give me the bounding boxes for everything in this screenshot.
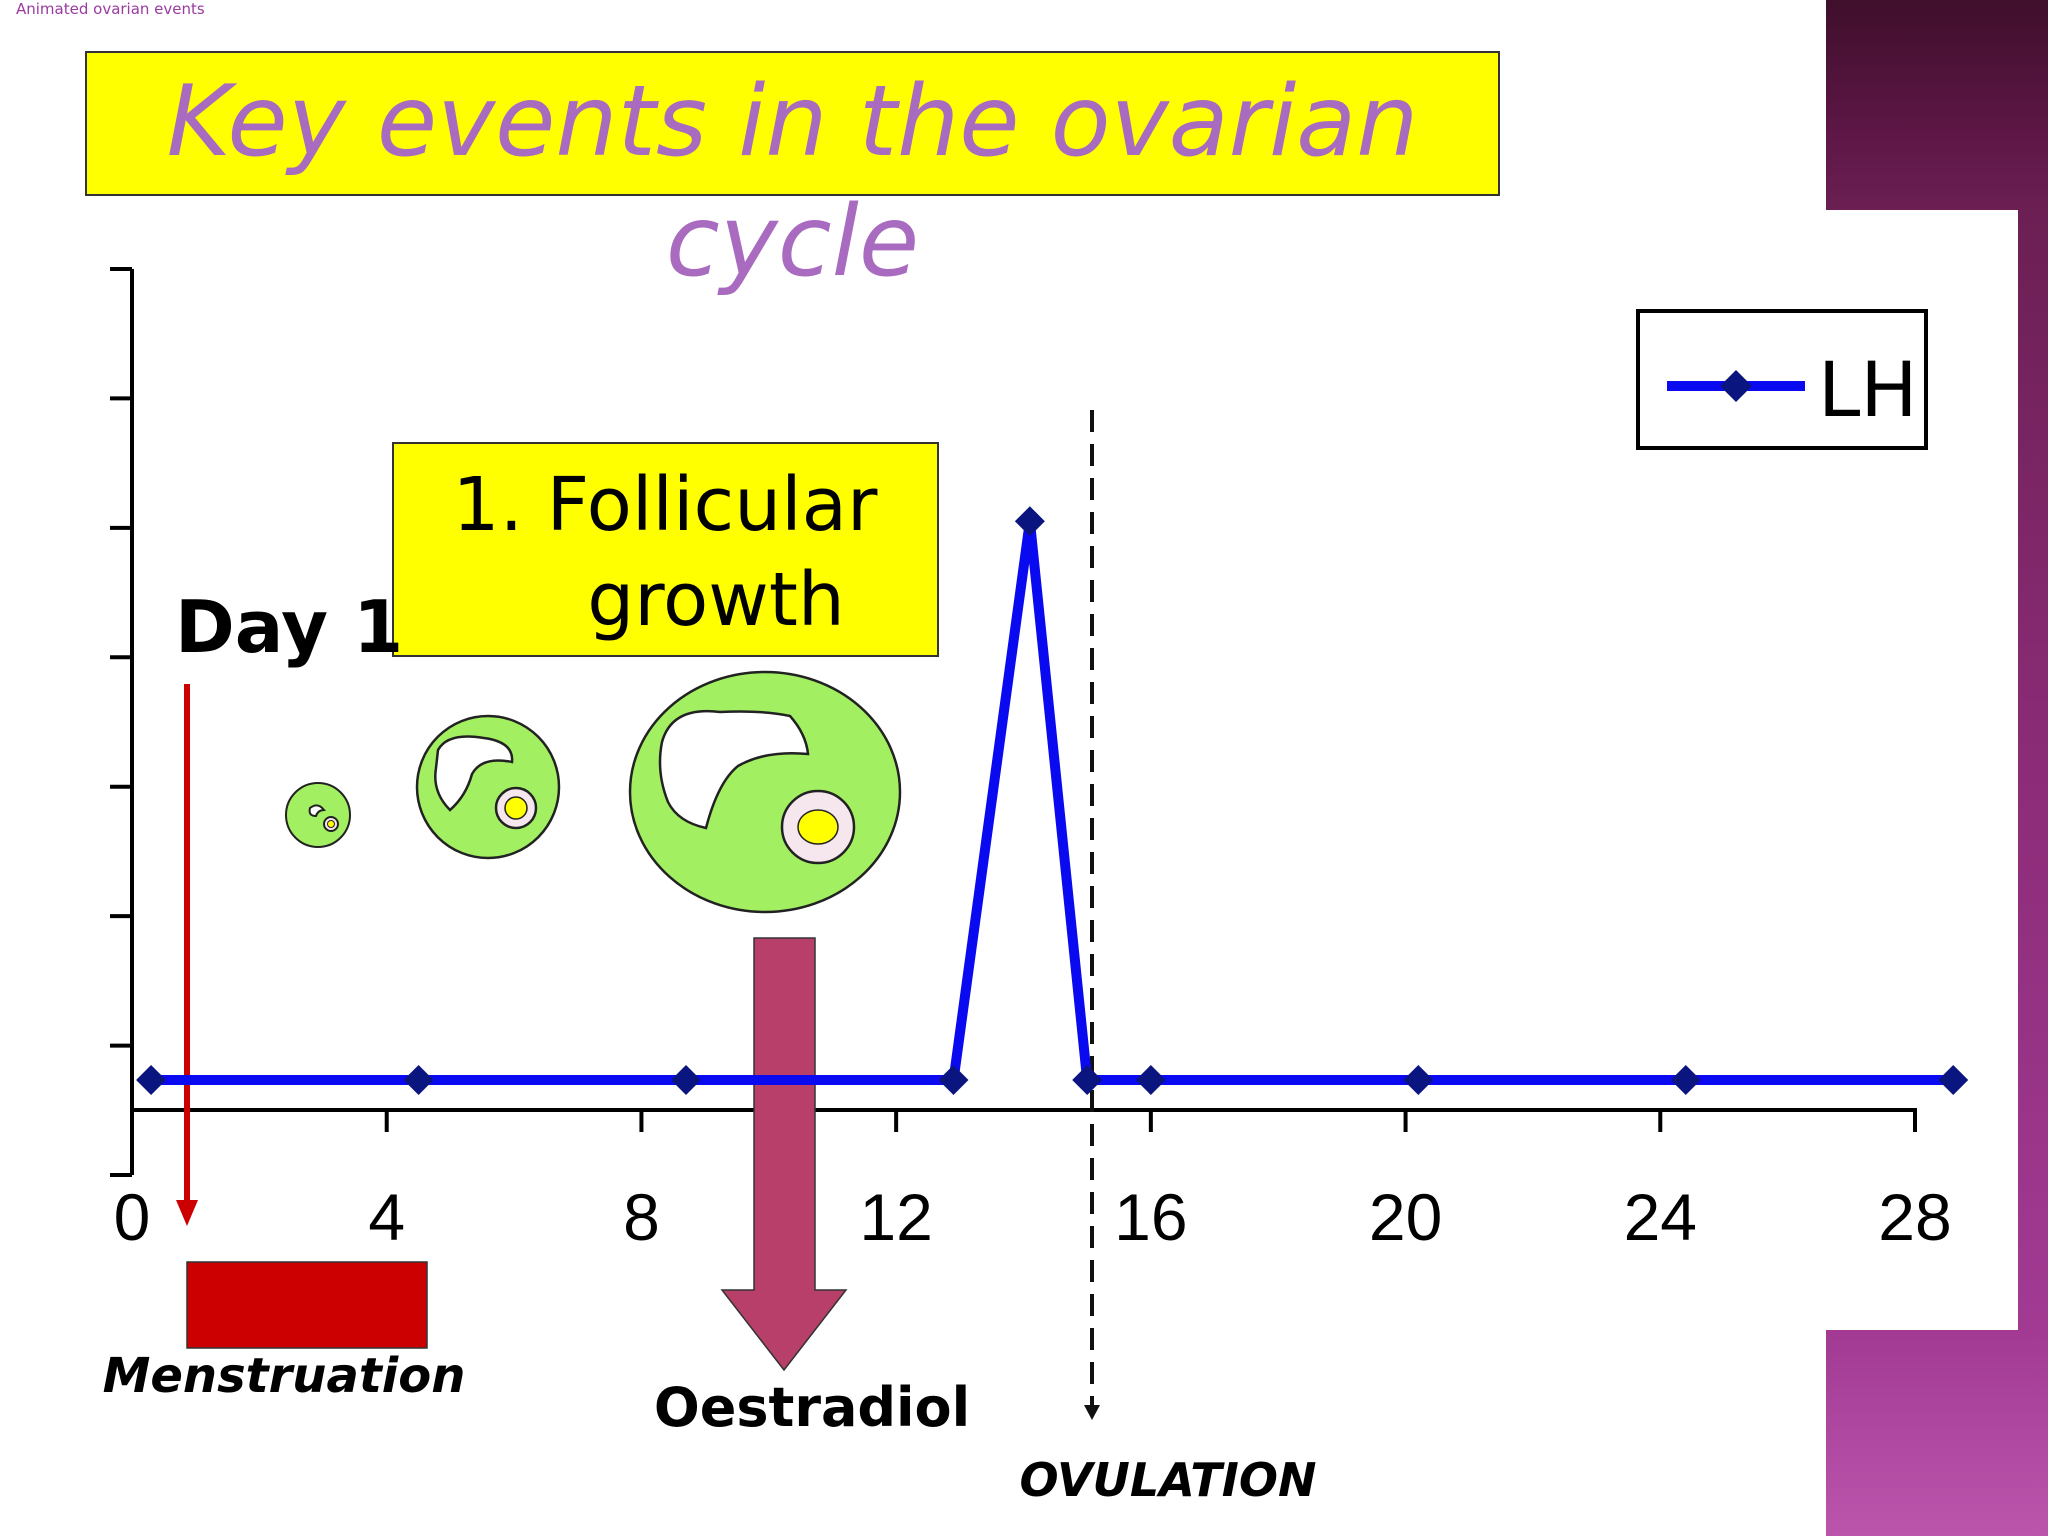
slide-decor-bottom: [1826, 1330, 2048, 1536]
x-tick-label: 8: [623, 1180, 660, 1254]
follicle-small-icon: [285, 782, 351, 848]
menstruation-bar: [186, 1261, 428, 1349]
x-tick-label: 0: [114, 1180, 151, 1254]
day1-arrow: [176, 684, 198, 1226]
legend-marker: [1720, 370, 1752, 402]
legend: LH: [1636, 309, 1928, 450]
lh-point: [1014, 506, 1045, 537]
x-tick-label: 28: [1878, 1180, 1951, 1254]
title-box: [85, 51, 1500, 196]
lh-point: [136, 1064, 167, 1095]
lh-point: [938, 1064, 969, 1095]
follicular-callout-line1: 1. Follicular: [453, 462, 878, 548]
x-tick-label: 4: [368, 1180, 405, 1254]
lh-point: [1135, 1064, 1166, 1095]
lh-point: [1670, 1064, 1701, 1095]
ovulation-line: [1084, 410, 1100, 1420]
x-tick-label: 12: [859, 1180, 932, 1254]
oestradiol-label: Oestradiol: [654, 1376, 970, 1439]
lh-point: [671, 1064, 702, 1095]
oestradiol-arrow: [720, 937, 848, 1372]
ovulation-label: OVULATION: [1019, 1453, 1316, 1507]
lh-point: [1403, 1064, 1434, 1095]
lh-point: [403, 1064, 434, 1095]
lh-series-line: [151, 520, 1954, 1085]
slide-caption: Animated ovarian events: [16, 0, 205, 18]
x-tick-label: 16: [1114, 1180, 1187, 1254]
x-axis: 0 4 8 12 16 20 24 28: [114, 1108, 1952, 1254]
lh-series-markers: [136, 506, 1969, 1095]
page-title: Key events in the ovarian cycle: [166, 65, 1419, 299]
slide-decor-edge: [2018, 210, 2048, 1330]
follicle-large-icon: [628, 670, 902, 914]
lh-point: [1938, 1064, 1969, 1095]
slide-decor-top: [1826, 0, 2048, 210]
follicle-medium-icon: [415, 714, 561, 860]
x-tick-label: 24: [1624, 1180, 1697, 1254]
legend-label: LH: [1818, 345, 1918, 434]
x-tick-label: 20: [1369, 1180, 1442, 1254]
lh-point: [1072, 1064, 1103, 1095]
follicular-callout-box: [392, 442, 939, 657]
day1-label: Day 1: [175, 585, 403, 669]
menstruation-label: Menstruation: [103, 1348, 466, 1404]
y-axis: [110, 267, 134, 1177]
follicular-callout-line2: growth: [587, 557, 844, 643]
